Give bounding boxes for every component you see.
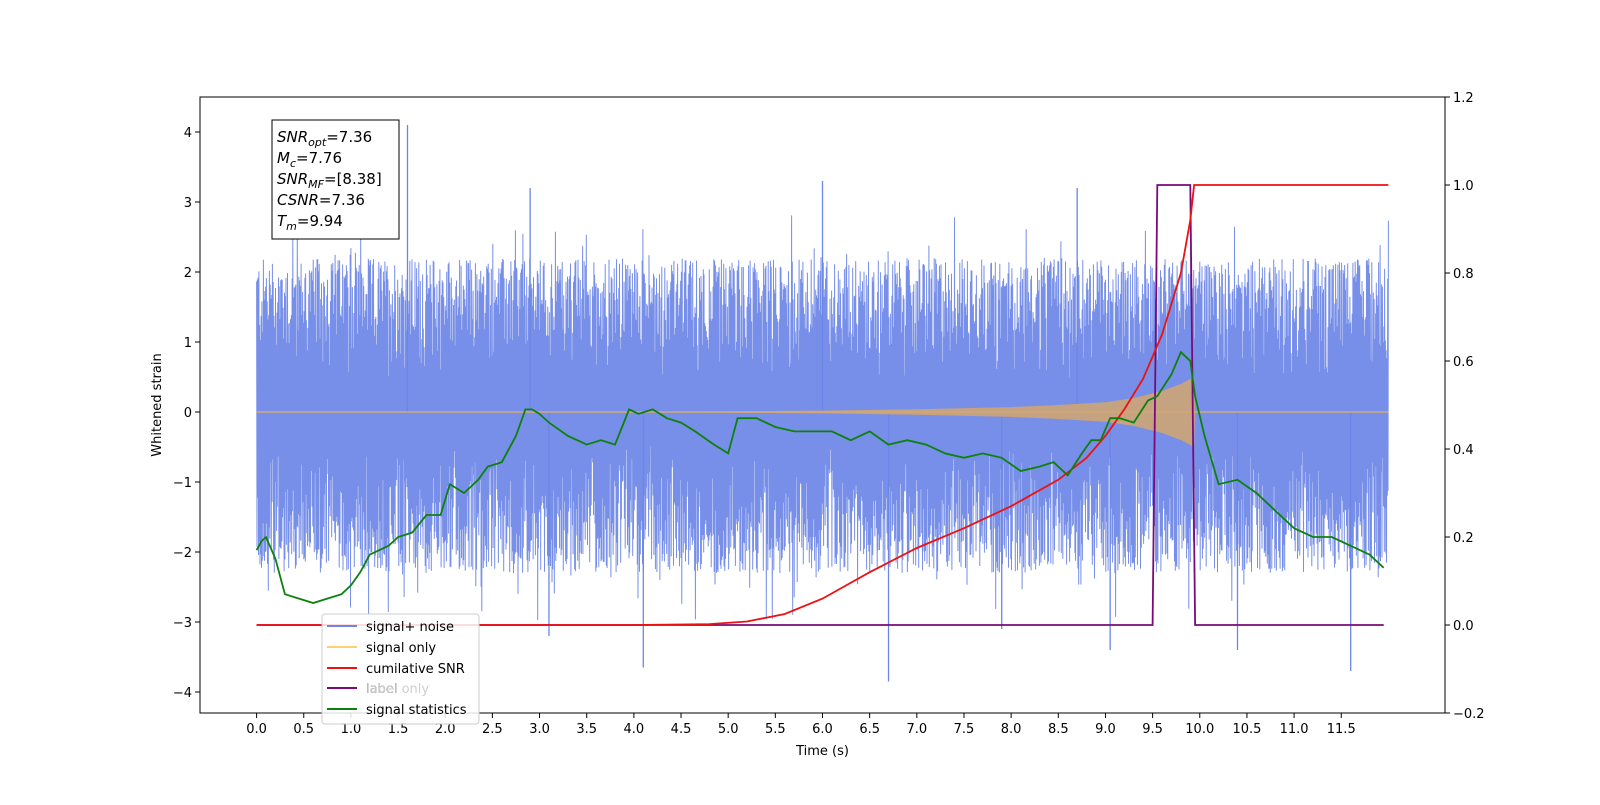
signal-statistics-line bbox=[255, 350, 1385, 604]
legend-label: signal statistics bbox=[366, 703, 467, 718]
label-line bbox=[256, 184, 1384, 626]
y-tick-label: −1 bbox=[173, 476, 192, 491]
y2-tick-label: 0.8 bbox=[1453, 267, 1474, 282]
legend-label: label only bbox=[366, 682, 429, 697]
annotation-line: SNRopt=7.36 bbox=[277, 128, 372, 149]
y2-tick-label: 0.2 bbox=[1453, 531, 1474, 546]
legend-frame bbox=[321, 613, 480, 725]
y2-tick-label: 0.0 bbox=[1453, 619, 1474, 634]
x-tick-label: 3.0 bbox=[529, 722, 550, 737]
x-tick-label: 5.0 bbox=[718, 722, 739, 737]
annotation-line: Tm=9.94 bbox=[277, 212, 343, 233]
x-tick-label: 0.5 bbox=[293, 722, 314, 737]
x-tick-label: 8.0 bbox=[1001, 722, 1022, 737]
annotation-line: Mc=7.76 bbox=[277, 149, 342, 170]
x-tick-label: 0.0 bbox=[246, 722, 267, 737]
y2-tick-label: 0.6 bbox=[1453, 355, 1474, 370]
x-tick-label: 3.5 bbox=[576, 722, 597, 737]
y-tick-label: 1 bbox=[184, 336, 192, 351]
x-tick-label: 10.5 bbox=[1232, 722, 1261, 737]
legend: signal+ noise signal only cumilative SNR la… bbox=[321, 613, 480, 725]
y-axis-label: Whitened strain bbox=[150, 353, 165, 456]
y-tick-label: −4 bbox=[173, 686, 192, 701]
y2-tick-label: 0.4 bbox=[1453, 443, 1474, 458]
x-tick-label: 11.5 bbox=[1327, 722, 1356, 737]
legend-label: cumilative SNR bbox=[366, 662, 465, 677]
y-tick-label: 2 bbox=[184, 266, 192, 281]
x-tick-label: 2.0 bbox=[435, 722, 456, 737]
x-tick-label: 2.5 bbox=[482, 722, 503, 737]
cumulative-snr-line bbox=[256, 184, 1389, 626]
y2-tick-label: −0.2 bbox=[1453, 707, 1485, 722]
y2-tick-label: 1.2 bbox=[1453, 91, 1474, 106]
annotation-frame bbox=[271, 119, 400, 240]
legend-label: signal+ noise bbox=[366, 620, 454, 635]
x-tick-label: 4.0 bbox=[624, 722, 645, 737]
annotation-line: CSNR=7.36 bbox=[277, 191, 365, 209]
x-tick-label: 10.0 bbox=[1185, 722, 1214, 737]
x-tick-label: 1.5 bbox=[388, 722, 409, 737]
x-tick-label: 6.5 bbox=[859, 722, 880, 737]
x-axis-label: Time (s) bbox=[795, 744, 849, 759]
x-tick-label: 11.0 bbox=[1280, 722, 1309, 737]
x-tick-label: 8.5 bbox=[1048, 722, 1069, 737]
x-tick-label: 9.0 bbox=[1095, 722, 1116, 737]
x-tick-label: 1.0 bbox=[341, 722, 362, 737]
x-tick-label: 9.5 bbox=[1142, 722, 1163, 737]
y-tick-label: 0 bbox=[184, 406, 192, 421]
x-tick-label: 5.5 bbox=[765, 722, 786, 737]
y-tick-label: 3 bbox=[184, 196, 192, 211]
legend-label: label bbox=[366, 682, 397, 697]
y-tick-label: −3 bbox=[173, 616, 192, 631]
x-tick-label: 7.5 bbox=[954, 722, 975, 737]
x-tick-label: 6.0 bbox=[812, 722, 833, 737]
annotation-line: SNRMF=[8.38] bbox=[277, 170, 382, 191]
y-tick-label: −2 bbox=[173, 546, 192, 561]
plot-area bbox=[255, 125, 1389, 682]
x-tick-label: 7.0 bbox=[906, 722, 927, 737]
legend-label: signal only bbox=[366, 641, 436, 656]
x-tick-label: 4.5 bbox=[671, 722, 692, 737]
y2-tick-label: 1.0 bbox=[1453, 179, 1474, 194]
y-tick-label: 4 bbox=[184, 126, 192, 141]
